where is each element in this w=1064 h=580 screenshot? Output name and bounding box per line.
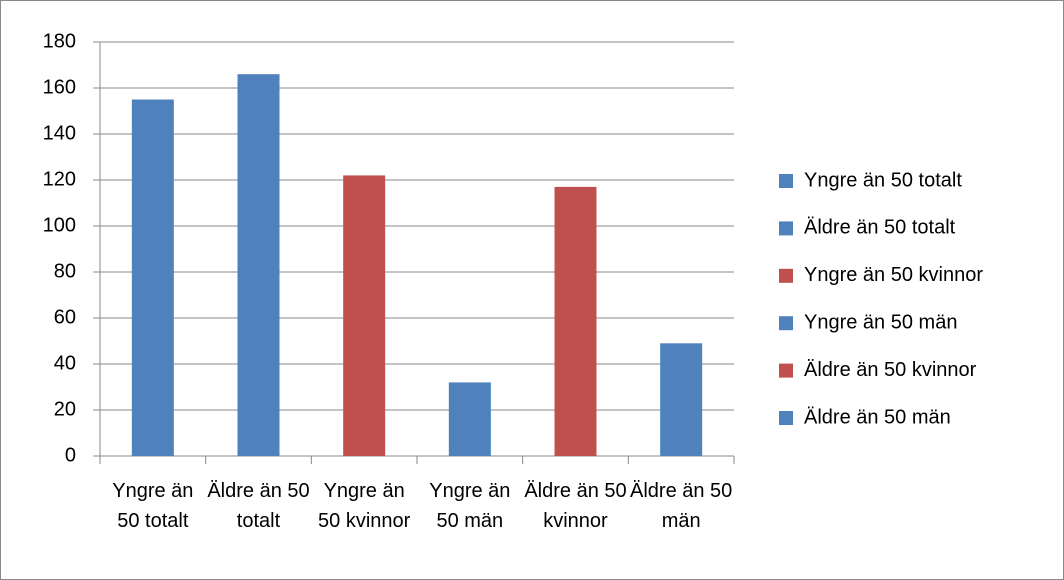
- bar: [131, 99, 174, 456]
- x-tick-label: Yngre än 50 män: [429, 480, 511, 532]
- bar: [448, 382, 491, 456]
- y-tick-label: 0: [65, 444, 76, 466]
- x-tick-label-box: Äldre än 50 män: [630, 480, 733, 532]
- y-tick-label: 140: [43, 122, 76, 144]
- y-tick-label: 40: [54, 352, 76, 374]
- x-tick-label-box: Äldre än 50 totalt: [207, 480, 310, 532]
- y-tick-label: 20: [54, 398, 76, 420]
- x-tick-label: Äldre än 50 män: [630, 480, 733, 532]
- x-tick-label-box: Yngre än 50 totalt: [112, 480, 194, 532]
- y-tick-label: 80: [54, 260, 76, 282]
- y-tick-label: 160: [43, 76, 76, 98]
- y-tick-label: 100: [43, 214, 76, 236]
- x-tick-label-box: Äldre än 50 kvinnor: [524, 480, 627, 532]
- legend-label: Yngre än 50 totalt: [804, 169, 962, 191]
- legend-swatch: [779, 268, 793, 283]
- bar: [343, 175, 386, 456]
- bar: [554, 186, 597, 456]
- legend-label: Äldre än 50 män: [804, 406, 951, 428]
- x-tick-label-box: Yngre än 50 män: [429, 480, 511, 532]
- x-tick-label: Yngre än 50 totalt: [112, 480, 194, 532]
- legend-swatch: [779, 411, 793, 425]
- legend-swatch: [779, 174, 793, 188]
- legend-label: Äldre än 50 kvinnor: [804, 359, 977, 381]
- x-tick-label: Äldre än 50 totalt: [207, 480, 310, 532]
- y-tick-label: 120: [43, 168, 76, 190]
- legend-label: Yngre än 50 män: [804, 311, 957, 333]
- x-tick-label: Äldre än 50 kvinnor: [524, 480, 627, 532]
- bar: [237, 74, 280, 456]
- legend-swatch: [779, 316, 793, 331]
- y-tick-label: 60: [54, 306, 76, 328]
- legend-label: Äldre än 50 totalt: [804, 217, 956, 239]
- legend-swatch: [779, 363, 793, 378]
- legend-label: Yngre än 50 kvinnor: [804, 264, 983, 286]
- y-tick-label: 180: [43, 30, 76, 52]
- x-tick-label: Yngre än 50 kvinnor: [318, 480, 411, 532]
- bar: [660, 343, 703, 456]
- legend-swatch: [779, 221, 793, 236]
- x-tick-label-box: Yngre än 50 kvinnor: [318, 480, 411, 532]
